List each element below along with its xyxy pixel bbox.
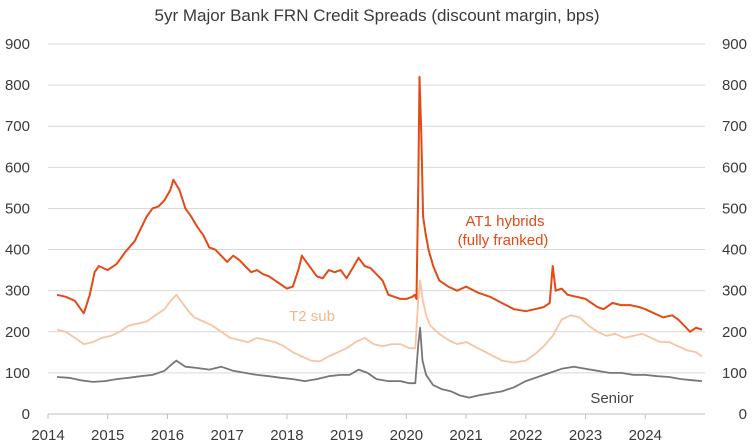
x-tick-2016: 2016 bbox=[151, 427, 184, 444]
label-t2-sub: T2 sub bbox=[289, 308, 335, 325]
series-line-senior bbox=[56, 326, 703, 399]
x-tick-2020: 2020 bbox=[390, 427, 423, 444]
x-tick-2019: 2019 bbox=[330, 427, 363, 444]
x-tick-2014: 2014 bbox=[31, 427, 64, 444]
y-axis-right: 0 100 200 300 400 500 600 700 800 900 bbox=[722, 36, 747, 423]
y-tick-left-600: 600 bbox=[5, 159, 30, 176]
x-axis: 2014 2015 2016 2017 2018 2019 2020 2021 2022 2023… bbox=[31, 413, 705, 444]
y-tick-left-500: 500 bbox=[5, 200, 30, 217]
y-tick-left-100: 100 bbox=[5, 365, 30, 382]
chart-title: 5yr Major Bank FRN Credit Spreads (disco… bbox=[155, 6, 600, 25]
series-labels: AT1 hybrids (fully franked) T2 sub Senior bbox=[289, 213, 634, 407]
y-tick-right-200: 200 bbox=[722, 324, 747, 341]
y-tick-right-600: 600 bbox=[722, 159, 747, 176]
y-tick-right-0: 0 bbox=[739, 406, 747, 423]
x-tick-2024: 2024 bbox=[629, 427, 662, 444]
x-tick-2015: 2015 bbox=[91, 427, 124, 444]
y-tick-right-500: 500 bbox=[722, 200, 747, 217]
y-tick-right-700: 700 bbox=[722, 118, 747, 135]
x-tick-2022: 2022 bbox=[509, 427, 542, 444]
label-senior: Senior bbox=[590, 390, 633, 407]
series-lines bbox=[56, 75, 703, 399]
y-tick-right-900: 900 bbox=[722, 36, 747, 53]
y-axis-left: 0 100 200 300 400 500 600 700 800 900 bbox=[5, 36, 30, 423]
y-tick-left-200: 200 bbox=[5, 324, 30, 341]
y-tick-left-300: 300 bbox=[5, 283, 30, 300]
y-tick-left-0: 0 bbox=[22, 406, 30, 423]
y-tick-right-300: 300 bbox=[722, 283, 747, 300]
series-line-at1-hybrids bbox=[56, 75, 703, 333]
label-at1-fully-franked: (fully franked) bbox=[458, 232, 549, 249]
y-tick-left-700: 700 bbox=[5, 118, 30, 135]
x-tick-2017: 2017 bbox=[210, 427, 243, 444]
y-tick-right-100: 100 bbox=[722, 365, 747, 382]
gridlines bbox=[48, 43, 705, 374]
y-tick-right-800: 800 bbox=[722, 77, 747, 94]
y-tick-left-800: 800 bbox=[5, 77, 30, 94]
x-tick-2018: 2018 bbox=[270, 427, 303, 444]
label-at1-hybrids: AT1 hybrids bbox=[466, 213, 545, 230]
x-tick-2023: 2023 bbox=[569, 427, 602, 444]
series-line-t2-sub bbox=[56, 279, 703, 364]
x-tick-2021: 2021 bbox=[449, 427, 482, 444]
y-tick-right-400: 400 bbox=[722, 242, 747, 259]
y-tick-left-900: 900 bbox=[5, 36, 30, 53]
y-tick-left-400: 400 bbox=[5, 242, 30, 259]
